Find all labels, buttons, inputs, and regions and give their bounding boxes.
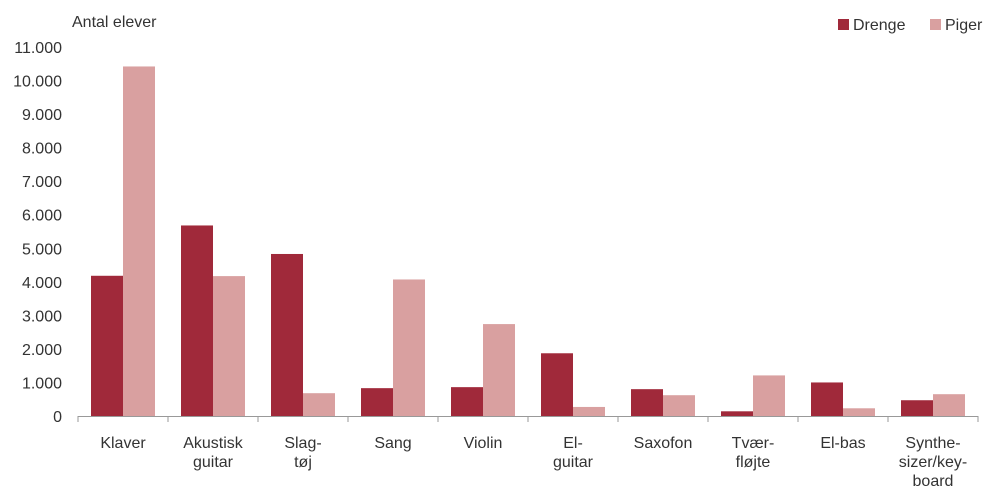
y-tick-label: 7.000	[22, 174, 62, 191]
x-tick-label: El-guitar	[553, 435, 594, 471]
x-tick-label: Synthe-sizer/key-board	[899, 435, 967, 490]
y-tick-label: 10.000	[13, 74, 62, 91]
y-tick-label: 1.000	[22, 375, 62, 392]
bar-drenge	[541, 353, 573, 416]
bar-drenge	[451, 387, 483, 416]
x-tick-label: Akustisk guitar	[183, 435, 244, 471]
legend-label-drenge: Drenge	[853, 17, 906, 34]
legend: Drenge Piger	[838, 17, 983, 34]
x-axis: Klaver Akustisk guitar Slag-tøj Sang Violin El…	[77, 416, 979, 490]
bar-piger	[123, 66, 155, 416]
bar-piger	[843, 408, 875, 416]
y-tick-label: 11.000	[14, 40, 62, 57]
bar-drenge	[181, 225, 213, 416]
y-tick-label: 3.000	[22, 308, 62, 325]
y-tick-label: 0	[53, 409, 62, 426]
x-tick-label: Violin	[464, 435, 503, 452]
bar-piger	[663, 395, 695, 416]
legend-label-piger: Piger	[945, 17, 983, 34]
y-tick-label: 8.000	[22, 141, 62, 158]
y-axis: 0 1.000 2.000 3.000 4.000 5.000 6.000 7.000 8.00…	[13, 40, 62, 426]
bar-drenge	[811, 382, 843, 416]
x-tick-label: Saxofon	[634, 435, 693, 452]
legend-swatch-piger	[930, 19, 941, 30]
legend-swatch-drenge	[838, 19, 849, 30]
x-tick-label: Sang	[374, 435, 411, 452]
bar-piger	[303, 393, 335, 416]
bars	[91, 66, 965, 416]
bar-drenge	[631, 389, 663, 416]
y-tick-label: 2.000	[22, 342, 62, 359]
y-tick-label: 4.000	[22, 275, 62, 292]
x-tick-label: Klaver	[100, 435, 146, 452]
y-axis-label: Antal elever	[72, 14, 157, 31]
bar-drenge	[721, 411, 753, 416]
bar-piger	[933, 394, 965, 416]
bar-drenge	[361, 388, 393, 416]
x-tick-label: Slag-tøj	[284, 435, 321, 471]
bar-piger	[213, 276, 245, 416]
y-tick-label: 6.000	[22, 208, 62, 225]
bar-drenge	[901, 400, 933, 416]
y-tick-label: 9.000	[22, 107, 62, 124]
bar-piger	[483, 324, 515, 416]
bar-drenge	[271, 253, 303, 416]
bar-piger	[753, 375, 785, 416]
y-tick-label: 5.000	[22, 241, 62, 258]
x-tick-label: Tvær-fløjte	[732, 435, 775, 471]
bar-piger	[573, 406, 605, 416]
bar-piger	[393, 279, 425, 416]
x-tick-label: El-bas	[820, 435, 865, 452]
bar-drenge	[91, 275, 123, 416]
